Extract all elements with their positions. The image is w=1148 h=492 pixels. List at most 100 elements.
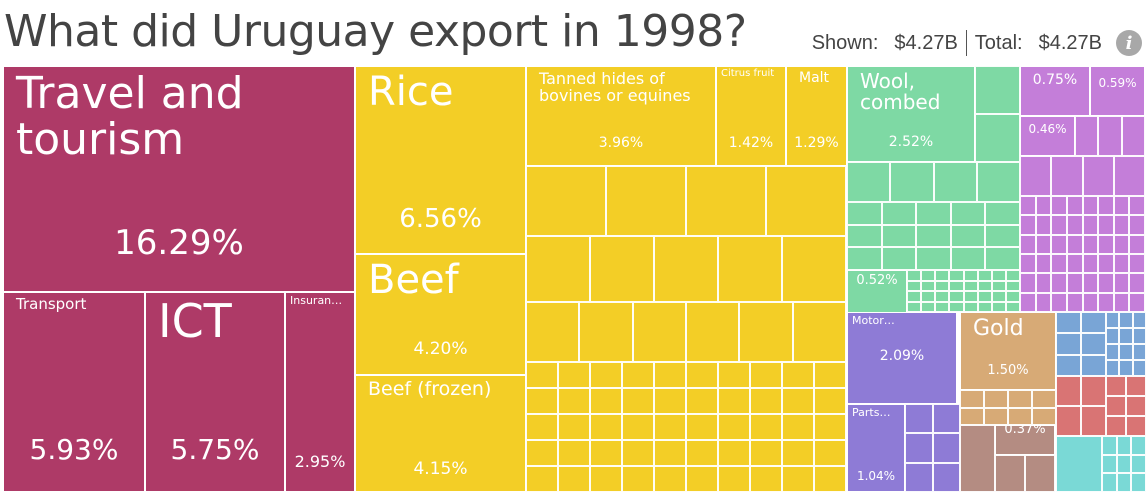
vegetable-product-cell[interactable] <box>782 388 814 414</box>
vegetable-product-cell[interactable] <box>558 440 590 466</box>
textile-product-cell[interactable] <box>935 301 950 312</box>
blue-product-cell[interactable] <box>1056 354 1081 376</box>
tile-transport[interactable]: Transport 5.93% <box>3 292 145 492</box>
metal-product-cell[interactable] <box>1129 254 1145 274</box>
textile-product-cell[interactable] <box>1005 291 1020 302</box>
tile-0-37[interactable]: 0.37% <box>995 425 1055 455</box>
metal-product-cell[interactable] <box>1113 254 1130 274</box>
metal-product-cell[interactable] <box>1113 215 1130 235</box>
metal-product-cell[interactable] <box>1129 292 1145 312</box>
vegetable-product-cell[interactable] <box>814 388 846 414</box>
vegetable-product-cell[interactable] <box>526 236 590 302</box>
metal-product-cell[interactable] <box>1066 215 1083 235</box>
vegetable-product-cell[interactable] <box>750 440 782 466</box>
textile-product-cell[interactable] <box>907 301 922 312</box>
vegetable-product-cell[interactable] <box>579 302 633 362</box>
textile-product-cell[interactable] <box>907 270 922 281</box>
blue-product-cell[interactable] <box>1081 333 1106 355</box>
textile-product-cell[interactable] <box>921 270 936 281</box>
textile-product-cell[interactable] <box>921 301 936 312</box>
vegetable-product-cell[interactable] <box>718 362 750 388</box>
textile-product-cell[interactable] <box>963 280 978 291</box>
vegetable-product-cell[interactable] <box>782 440 814 466</box>
vegetable-product-cell[interactable] <box>686 388 718 414</box>
metal-product-cell[interactable] <box>1129 215 1145 235</box>
vegetable-product-cell[interactable] <box>814 414 846 440</box>
stone-product-cell[interactable] <box>984 390 1008 408</box>
machinery-product-cell[interactable] <box>932 462 960 492</box>
red-product-cell[interactable] <box>1106 416 1126 436</box>
metal-product-cell[interactable] <box>1098 215 1114 235</box>
textile-product-cell[interactable] <box>977 270 992 281</box>
vegetable-product-cell[interactable] <box>622 440 654 466</box>
blue-product-cell[interactable] <box>1106 312 1120 328</box>
tile-0-59[interactable]: 0.59% <box>1090 66 1145 116</box>
cyan-product-cell[interactable] <box>1131 436 1146 455</box>
tile-0-75[interactable]: 0.75% <box>1020 66 1090 116</box>
misc-product-cell[interactable] <box>1025 455 1055 492</box>
textile-product-cell[interactable] <box>950 224 986 248</box>
textile-product-cell[interactable] <box>991 280 1006 291</box>
textile-product-cell[interactable] <box>1005 301 1020 312</box>
red-product-cell[interactable] <box>1106 396 1126 416</box>
cyan-product-cell[interactable] <box>1102 454 1117 474</box>
metal-product-cell[interactable] <box>1082 273 1099 293</box>
metal-product-cell[interactable] <box>1066 254 1083 274</box>
vegetable-product-cell[interactable] <box>782 236 846 302</box>
textile-product-cell[interactable] <box>1005 280 1020 291</box>
tile-0-46[interactable]: 0.46% <box>1020 116 1075 156</box>
metal-product-cell[interactable] <box>1098 196 1114 216</box>
textile-product-cell[interactable] <box>985 247 1020 270</box>
textile-product-cell[interactable] <box>991 270 1006 281</box>
vegetable-product-cell[interactable] <box>766 166 846 236</box>
red-product-cell[interactable] <box>1081 406 1106 436</box>
vegetable-product-cell[interactable] <box>558 388 590 414</box>
vegetable-product-cell[interactable] <box>654 236 718 302</box>
blue-product-cell[interactable] <box>1132 328 1146 344</box>
metal-product-cell[interactable] <box>1051 254 1067 274</box>
vegetable-product-cell[interactable] <box>750 362 782 388</box>
vegetable-product-cell[interactable] <box>622 414 654 440</box>
vegetable-product-cell[interactable] <box>526 440 558 466</box>
textile-product-cell[interactable] <box>977 301 992 312</box>
metal-product-cell[interactable] <box>1020 254 1036 274</box>
metal-product-cell[interactable] <box>1020 156 1052 196</box>
textile-product-cell[interactable] <box>1005 270 1020 281</box>
machinery-product-cell[interactable] <box>905 433 933 463</box>
textile-product-cell[interactable] <box>935 280 950 291</box>
metal-product-cell[interactable] <box>1035 273 1052 293</box>
metal-product-cell[interactable] <box>1113 273 1130 293</box>
metal-product-cell[interactable] <box>1098 234 1114 254</box>
vegetable-product-cell[interactable] <box>622 466 654 492</box>
vegetable-product-cell[interactable] <box>814 362 846 388</box>
vegetable-product-cell[interactable] <box>654 440 686 466</box>
vegetable-product-cell[interactable] <box>718 466 750 492</box>
vegetable-product-cell[interactable] <box>590 388 622 414</box>
metal-product-cell[interactable] <box>1051 234 1067 254</box>
cyan-product-cell[interactable] <box>1056 436 1102 492</box>
misc-product-cell[interactable] <box>995 455 1025 492</box>
vegetable-product-cell[interactable] <box>750 466 782 492</box>
tile-malt[interactable]: Malt 1.29% <box>786 66 847 166</box>
metal-product-cell[interactable] <box>1113 234 1130 254</box>
textile-product-cell[interactable] <box>847 224 882 248</box>
vegetable-product-cell[interactable] <box>718 388 750 414</box>
textile-product-cell[interactable] <box>949 301 964 312</box>
metal-product-cell[interactable] <box>1129 273 1145 293</box>
stone-product-cell[interactable] <box>960 407 984 425</box>
vegetable-product-cell[interactable] <box>590 440 622 466</box>
blue-product-cell[interactable] <box>1106 328 1120 344</box>
info-icon[interactable]: i <box>1116 30 1142 56</box>
metal-product-cell[interactable] <box>1113 292 1130 312</box>
textile-product-cell[interactable] <box>949 270 964 281</box>
metal-product-cell[interactable] <box>1020 196 1036 216</box>
stone-product-cell[interactable] <box>1008 390 1032 408</box>
metal-product-cell[interactable] <box>1051 156 1083 196</box>
cyan-product-cell[interactable] <box>1116 454 1132 474</box>
vegetable-product-cell[interactable] <box>750 414 782 440</box>
stone-product-cell[interactable] <box>960 390 984 408</box>
textile-product-cell[interactable] <box>916 247 951 270</box>
red-product-cell[interactable] <box>1106 376 1126 396</box>
metal-product-cell[interactable] <box>1113 156 1145 196</box>
cyan-product-cell[interactable] <box>1102 436 1117 455</box>
